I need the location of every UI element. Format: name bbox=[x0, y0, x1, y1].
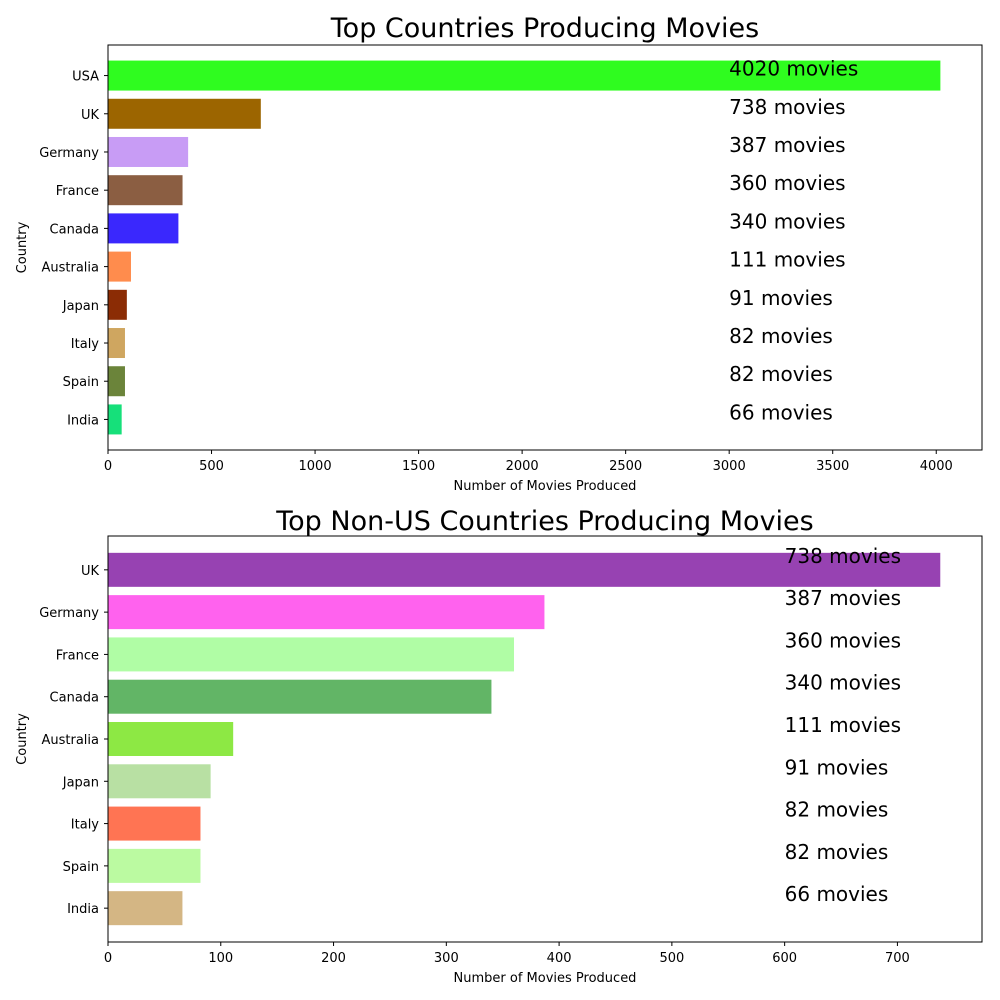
bar-spain bbox=[108, 848, 201, 883]
y-tick-label-australia: Australia bbox=[41, 261, 99, 276]
x-tick-label: 300 bbox=[434, 951, 459, 966]
value-label-usa: 4020 movies bbox=[729, 57, 858, 81]
x-tick-label: 500 bbox=[199, 459, 224, 474]
value-label-india: 66 movies bbox=[785, 882, 889, 906]
chart-top-non-us-countries: UK Germany France Canada Australia Japan Italy… bbox=[15, 506, 983, 986]
y-tick-label-india: India bbox=[67, 902, 99, 917]
y-axis-label: Country bbox=[15, 221, 30, 273]
y-tick-label-italy: Italy bbox=[71, 818, 100, 833]
bar-india bbox=[108, 404, 122, 435]
y-tick-label-spain: Spain bbox=[63, 860, 99, 875]
value-label-india: 66 movies bbox=[729, 400, 833, 424]
x-tick-label: 4000 bbox=[920, 459, 953, 474]
value-label-canada: 340 movies bbox=[729, 209, 845, 233]
bar-italy bbox=[108, 328, 125, 359]
chart-top-countries: USA UK Germany France Canada Australia Japan It… bbox=[15, 13, 983, 494]
x-tick-label: 0 bbox=[104, 459, 112, 474]
x-tick-label: 500 bbox=[659, 951, 684, 966]
y-tick-label-canada: Canada bbox=[50, 222, 99, 237]
bar-japan bbox=[108, 764, 211, 799]
y-tick-label-japan: Japan bbox=[62, 775, 99, 790]
value-label-italy: 82 movies bbox=[785, 798, 889, 822]
y-tick-label-uk: UK bbox=[81, 108, 100, 123]
y-axis-label: Country bbox=[15, 713, 30, 765]
bar-india bbox=[108, 891, 183, 926]
x-tick-label: 400 bbox=[547, 951, 572, 966]
chart-title: Top Non-US Countries Producing Movies bbox=[275, 506, 813, 537]
bar-uk bbox=[108, 98, 261, 129]
value-label-germany: 387 movies bbox=[729, 133, 845, 157]
y-tick-label-australia: Australia bbox=[41, 733, 99, 748]
value-label-uk: 738 movies bbox=[729, 95, 845, 119]
x-tick-label: 100 bbox=[208, 951, 233, 966]
value-label-italy: 82 movies bbox=[729, 324, 833, 348]
value-label-australia: 111 movies bbox=[729, 248, 845, 272]
bar-germany bbox=[108, 136, 189, 167]
bar-uk bbox=[108, 552, 941, 587]
value-label-canada: 340 movies bbox=[785, 671, 901, 695]
x-tick-label: 0 bbox=[104, 951, 112, 966]
y-tick-label-spain: Spain bbox=[63, 375, 99, 390]
value-label-spain: 82 movies bbox=[729, 362, 833, 386]
bar-canada bbox=[108, 679, 492, 714]
bar-france bbox=[108, 637, 514, 672]
x-tick-label: 700 bbox=[885, 951, 910, 966]
y-tick-label-india: India bbox=[67, 413, 99, 428]
bar-canada bbox=[108, 213, 179, 244]
value-label-australia: 111 movies bbox=[785, 713, 901, 737]
x-tick-label: 2500 bbox=[609, 459, 642, 474]
y-tick-label-germany: Germany bbox=[39, 146, 99, 161]
y-tick-label-canada: Canada bbox=[50, 691, 99, 706]
value-label-spain: 82 movies bbox=[785, 840, 889, 864]
x-tick-label: 200 bbox=[321, 951, 346, 966]
x-axis-label: Number of Movies Produced bbox=[454, 479, 637, 494]
bar-france bbox=[108, 175, 183, 206]
y-tick-label-italy: Italy bbox=[71, 337, 100, 352]
x-tick-label: 3000 bbox=[713, 459, 746, 474]
x-tick-label: 1000 bbox=[299, 459, 332, 474]
bar-germany bbox=[108, 595, 545, 630]
y-tick-label-usa: USA bbox=[72, 70, 99, 85]
bar-australia bbox=[108, 251, 131, 282]
chart-title: Top Countries Producing Movies bbox=[330, 13, 759, 44]
value-label-japan: 91 movies bbox=[729, 286, 833, 310]
value-label-france: 360 movies bbox=[729, 171, 845, 195]
y-tick-label-germany: Germany bbox=[39, 606, 99, 621]
y-tick-label-france: France bbox=[56, 648, 99, 663]
value-label-france: 360 movies bbox=[785, 628, 901, 652]
x-axis-label: Number of Movies Produced bbox=[454, 971, 637, 986]
plot-frame bbox=[107, 44, 983, 451]
bar-italy bbox=[108, 806, 201, 841]
y-tick-label-japan: Japan bbox=[62, 299, 99, 314]
x-tick-label: 1500 bbox=[402, 459, 435, 474]
bar-australia bbox=[108, 722, 234, 756]
x-tick-label: 3500 bbox=[816, 459, 849, 474]
bar-usa bbox=[108, 60, 941, 91]
bar-spain bbox=[108, 366, 125, 397]
value-label-germany: 387 movies bbox=[785, 586, 901, 610]
x-tick-label: 2000 bbox=[506, 459, 539, 474]
x-tick-label: 600 bbox=[772, 951, 797, 966]
bar-japan bbox=[108, 289, 127, 320]
value-label-uk: 738 movies bbox=[785, 544, 901, 568]
y-tick-label-france: France bbox=[56, 184, 99, 199]
y-tick-label-uk: UK bbox=[81, 564, 100, 579]
value-label-japan: 91 movies bbox=[785, 755, 889, 779]
